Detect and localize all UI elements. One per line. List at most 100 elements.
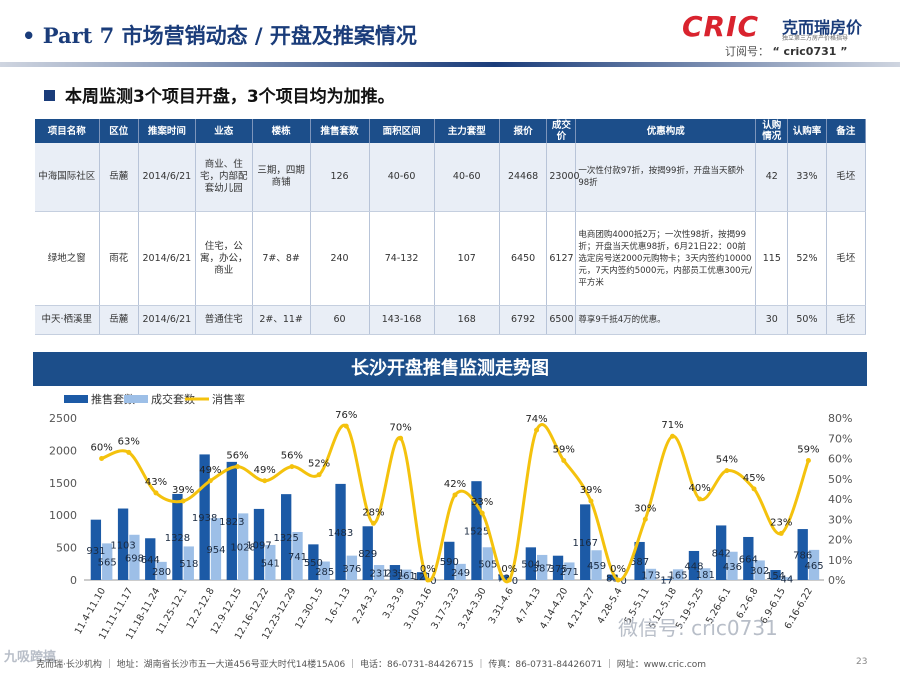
bar-sold	[564, 562, 575, 580]
sell-rate-label: 39%	[580, 485, 602, 496]
bar-label: 1525	[464, 527, 489, 538]
bar-label: 1483	[328, 528, 353, 539]
sell-rate-label: 56%	[226, 451, 248, 462]
bar-sold	[129, 534, 140, 580]
sell-rate-point	[99, 456, 105, 461]
bar-push	[172, 493, 183, 580]
sell-rate-label: 45%	[743, 473, 765, 484]
table-cell: 126	[310, 143, 370, 212]
bar-push	[715, 525, 727, 580]
bar-sold	[156, 561, 167, 580]
corner-watermark: 九吸跨搞	[4, 650, 57, 665]
y-right-tick-label: 60%	[828, 453, 852, 466]
sell-rate-label: 60%	[90, 443, 112, 454]
sell-rate-point	[343, 423, 349, 429]
bar-push	[634, 541, 645, 580]
bar-push	[199, 454, 210, 580]
logo-cn-text: 克而瑞房价	[782, 18, 863, 37]
table-cell: 143-168	[369, 305, 435, 335]
bar-push	[389, 565, 401, 580]
bar-sold	[373, 565, 385, 580]
sell-rate-label: 74%	[525, 414, 547, 425]
sell-rate-point	[751, 486, 757, 492]
sell-rate-point	[479, 510, 485, 516]
bar-sold	[455, 563, 466, 580]
bar-label: 375	[548, 564, 567, 575]
table-cell: 2014/6/21	[138, 143, 196, 212]
table-cell: 40-60	[434, 143, 500, 212]
bar-push	[607, 574, 618, 580]
bar-label: 231	[370, 569, 389, 580]
bar-label: 1167	[572, 538, 597, 549]
bar-push	[416, 572, 428, 580]
table-cell: 2014/6/21	[138, 305, 196, 335]
bar-sold	[346, 555, 358, 580]
table-cell: 三期，四期商铺	[252, 143, 311, 212]
bar-label: 459	[587, 561, 606, 572]
table-cell: 中天·栖溪里	[35, 305, 100, 335]
x-tick-label: 12.30-1.5	[293, 586, 325, 631]
col-header: 面积区间	[369, 119, 435, 143]
y-right-tick-label: 70%	[828, 432, 852, 445]
y-right-tick-label: 10%	[828, 554, 852, 567]
bar-push	[117, 508, 129, 580]
bar-push	[552, 555, 564, 580]
y-right-tick-label: 0%	[828, 574, 845, 587]
x-tick-label: 2.24-3.2	[351, 586, 380, 626]
bar-label: 280	[152, 567, 171, 578]
table-cell: 岳麓	[99, 143, 139, 212]
bar-label: 587	[630, 557, 649, 568]
table-cell: 绿地之窗	[35, 211, 100, 306]
header: • Part 7 市场营销动态 / 开盘及推案情况 CRIC 克而瑞房价 独立第…	[0, 0, 900, 70]
sell-rate-label: 52%	[308, 459, 330, 470]
table-cell: 7#、8#	[252, 211, 311, 306]
bar-label: 173	[641, 570, 660, 581]
bar-sold	[754, 560, 765, 580]
bar-label: 590	[440, 557, 459, 568]
table-row: 绿地之窗 雨花 2014/6/21 住宅，公寓，办公，商业 7#、8# 240 …	[35, 211, 867, 306]
col-header: 主力套型	[434, 119, 500, 143]
bar-sold	[183, 546, 194, 580]
bar-label: 664	[739, 554, 758, 565]
sell-rate-label: 28%	[362, 507, 384, 518]
bar-push	[471, 481, 482, 580]
sell-rate-point	[561, 458, 567, 464]
sell-rate-label: 0%	[420, 564, 436, 575]
bar-label: 842	[712, 549, 731, 560]
y-left-tick-label: 0	[70, 574, 77, 587]
chart-title-banner: 长沙开盘推售监测走势图	[33, 352, 867, 386]
bar-sold	[808, 549, 820, 580]
page-number: 23	[856, 657, 868, 667]
bar-sold	[482, 547, 493, 580]
table-cell: 6450	[499, 211, 548, 306]
cric-logo: CRIC 克而瑞房价 独立第三方房产价格指导	[682, 10, 882, 50]
legend-swatch	[64, 395, 88, 403]
table-cell: 6500	[546, 305, 577, 335]
table-cell: 毛坯	[826, 143, 867, 212]
bar-label: 1328	[165, 533, 190, 544]
y-left-tick-label: 500	[56, 542, 77, 555]
table-cell: 岳麓	[99, 305, 139, 335]
sell-rate-label: 43%	[145, 477, 167, 488]
table-cell: 24468	[499, 143, 548, 212]
logo-mark: CRIC	[682, 10, 760, 43]
bar-push	[525, 547, 537, 580]
bar-sold	[537, 554, 548, 580]
x-tick-label: 3.31-4.6	[487, 586, 516, 626]
x-tick-label: 6.16-6.22	[783, 586, 815, 631]
bar-label: 154	[766, 571, 785, 582]
bar-sold	[672, 569, 684, 580]
sell-rate-label: 71%	[661, 420, 683, 431]
table-cell: 50%	[787, 305, 827, 335]
sell-rate-label: 23%	[770, 517, 792, 528]
bar-label: 121	[413, 572, 432, 583]
table-cell: 115	[755, 211, 789, 306]
bar-push	[281, 494, 292, 580]
bar-sold	[727, 551, 738, 580]
sell-rate-label: 63%	[118, 436, 140, 447]
sell-rate-label: 59%	[553, 445, 575, 456]
bar-label: 1103	[110, 540, 135, 551]
table-cell: 一次性付款97折，按揭99折，开盘当天额外98折	[575, 143, 757, 212]
bar-label: 504	[521, 560, 540, 571]
col-header: 备注	[826, 119, 867, 143]
